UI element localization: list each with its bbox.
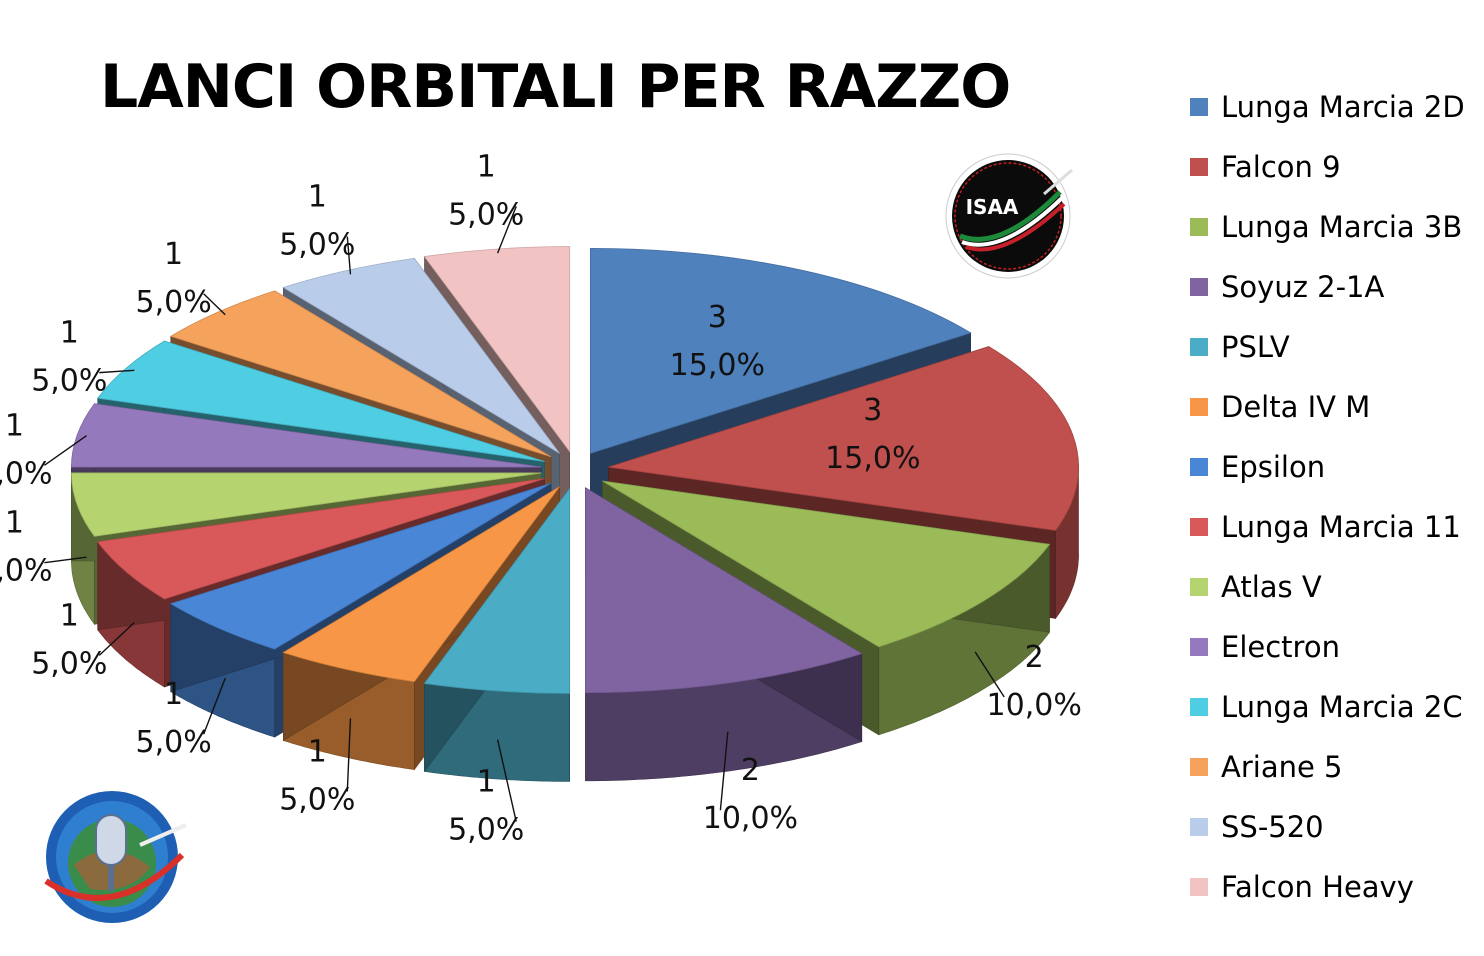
legend-label: Atlas V: [1221, 570, 1322, 604]
legend-label: Falcon 9: [1221, 150, 1341, 184]
data-label-9-0: 1: [5, 408, 24, 443]
legend-swatch: [1190, 818, 1208, 836]
data-label-8-1: 5,0%: [0, 554, 53, 589]
legend-swatch: [1190, 698, 1208, 716]
data-label-3-0: 2: [741, 753, 760, 788]
legend-swatch: [1190, 218, 1208, 236]
legend-swatch: [1190, 578, 1208, 596]
leader-line-3: [719, 731, 729, 811]
data-label-12-1: 5,0%: [279, 228, 355, 263]
legend-label: Ariane 5: [1221, 750, 1343, 784]
legend-swatch: [1190, 758, 1208, 776]
leader-line-12: [346, 236, 352, 275]
data-label-2-0: 2: [1025, 640, 1044, 675]
legend-item: Electron: [1190, 625, 1480, 669]
leader-line-13: [496, 206, 517, 254]
legend-label: Lunga Marcia 2D: [1221, 90, 1465, 124]
legend-item: PSLV: [1190, 325, 1480, 369]
chart-legend: Lunga Marcia 2D Falcon 9 Lunga Marcia 3B So…: [1190, 85, 1480, 925]
data-label-7-0: 1: [60, 598, 79, 633]
pie-slice-3: [585, 487, 863, 782]
legend-item: Falcon Heavy: [1190, 865, 1480, 909]
legend-item: Delta IV M: [1190, 385, 1480, 429]
legend-swatch: [1190, 458, 1208, 476]
data-labels: 315,0%315,0%210,0%210,0%15,0%15,0%15,0%1…: [0, 149, 1082, 847]
legend-swatch: [1190, 518, 1208, 536]
legend-swatch: [1190, 98, 1208, 116]
leader-line-11: [203, 293, 226, 316]
data-label-12-0: 1: [308, 180, 327, 215]
leader-line-5: [346, 718, 352, 792]
leader-line-7: [98, 621, 135, 656]
data-label-2-1: 10,0%: [987, 688, 1082, 723]
data-label-5-0: 1: [308, 735, 327, 770]
legend-swatch: [1190, 158, 1208, 176]
data-label-10-0: 1: [60, 316, 79, 351]
legend-swatch: [1190, 638, 1208, 656]
legend-label: PSLV: [1221, 330, 1290, 364]
legend-label: Epsilon: [1221, 450, 1326, 484]
legend-item: Atlas V: [1190, 565, 1480, 609]
pie-slice-4: [423, 487, 571, 782]
data-label-4-1: 5,0%: [448, 813, 524, 848]
leader-lines: [43, 206, 1005, 822]
data-label-0-0: 3: [708, 300, 727, 335]
legend-item: Falcon 9: [1190, 145, 1480, 189]
astronauticast-logo: [44, 791, 187, 923]
pie-slices: [71, 246, 1079, 782]
legend-label: Falcon Heavy: [1221, 870, 1414, 904]
legend-swatch: [1190, 278, 1208, 296]
legend-label: Lunga Marcia 11: [1221, 510, 1461, 544]
leader-line-4: [496, 739, 517, 822]
legend-item: Lunga Marcia 3B: [1190, 205, 1480, 249]
data-label-0-1: 15,0%: [670, 348, 765, 383]
data-label-4-0: 1: [477, 765, 496, 800]
legend-label: Lunga Marcia 3B: [1221, 210, 1463, 244]
legend-item: Lunga Marcia 2D: [1190, 85, 1480, 129]
data-label-7-1: 5,0%: [31, 646, 107, 681]
legend-label: Delta IV M: [1221, 390, 1371, 424]
data-label-9-1: 5,0%: [0, 456, 53, 491]
legend-item: Lunga Marcia 2C: [1190, 685, 1480, 729]
legend-item: SS-520: [1190, 805, 1480, 849]
legend-swatch: [1190, 878, 1208, 896]
legend-item: Lunga Marcia 11: [1190, 505, 1480, 549]
data-label-1-0: 3: [863, 393, 882, 428]
legend-label: Electron: [1221, 630, 1340, 664]
legend-label: Soyuz 2-1A: [1221, 270, 1385, 304]
data-label-6-1: 5,0%: [135, 725, 211, 760]
data-label-10-1: 5,0%: [31, 364, 107, 399]
isaa-logo: ISAA: [945, 153, 1073, 279]
legend-item: Ariane 5: [1190, 745, 1480, 789]
legend-swatch: [1190, 338, 1208, 356]
legend-swatch: [1190, 398, 1208, 416]
data-label-1-1: 15,0%: [825, 441, 920, 476]
leader-line-10: [99, 369, 135, 374]
data-label-6-0: 1: [164, 677, 183, 712]
data-label-11-0: 1: [164, 237, 183, 272]
chart-title: LANCI ORBITALI PER RAZZO: [100, 52, 1011, 122]
leader-line-8: [44, 556, 87, 564]
leader-line-2: [974, 651, 1005, 698]
leader-line-6: [202, 677, 226, 735]
data-label-11-1: 5,0%: [135, 285, 211, 320]
legend-label: SS-520: [1221, 810, 1324, 844]
data-label-3-1: 10,0%: [703, 801, 798, 836]
leader-line-9: [43, 435, 87, 466]
isaa-logo-text: ISAA: [966, 195, 1019, 219]
data-label-13-0: 1: [477, 149, 496, 184]
data-label-13-1: 5,0%: [448, 197, 524, 232]
legend-label: Lunga Marcia 2C: [1221, 690, 1463, 724]
legend-item: Soyuz 2-1A: [1190, 265, 1480, 309]
data-label-5-1: 5,0%: [279, 783, 355, 818]
data-label-8-0: 1: [5, 506, 24, 541]
legend-item: Epsilon: [1190, 445, 1480, 489]
